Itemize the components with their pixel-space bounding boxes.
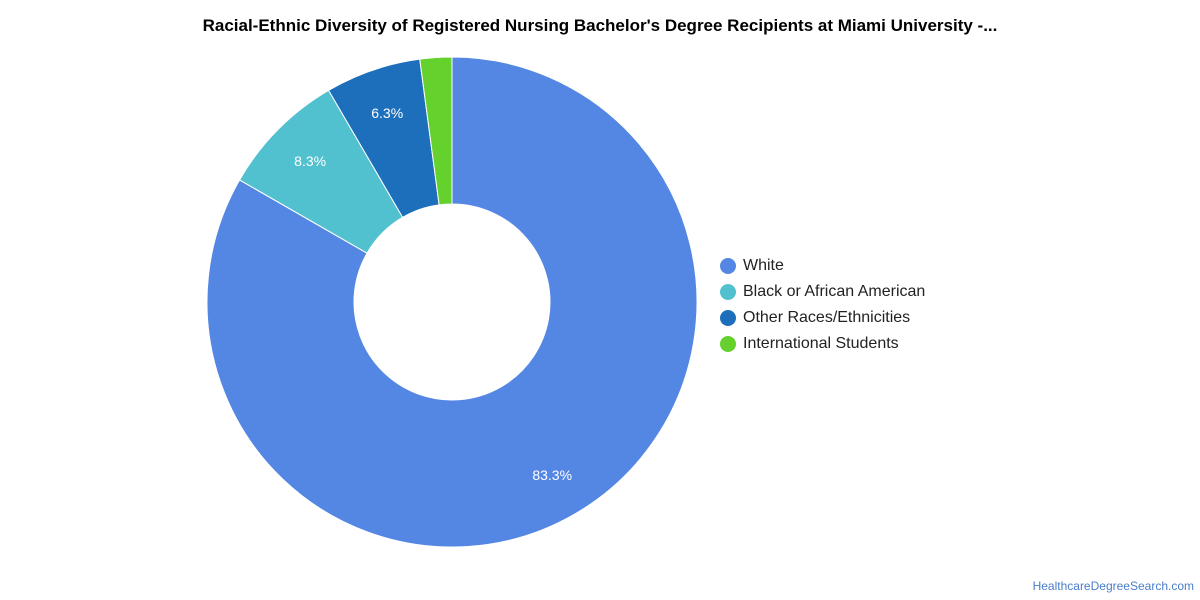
legend-label: International Students — [743, 335, 899, 352]
legend-swatch — [720, 258, 736, 274]
legend-item[interactable]: International Students — [720, 331, 925, 357]
source-credit[interactable]: HealthcareDegreeSearch.com — [1032, 579, 1194, 593]
legend-label: Other Races/Ethnicities — [743, 309, 911, 326]
slice-white[interactable] — [206, 56, 698, 548]
legend-label: Black or African American — [743, 283, 926, 300]
slice-international-students[interactable] — [419, 56, 453, 206]
slice-label: 83.3% — [532, 467, 572, 483]
slice-label: 6.3% — [371, 105, 403, 121]
legend-swatch — [720, 284, 736, 300]
slice-label: 8.3% — [294, 153, 326, 169]
legend-item[interactable]: White — [720, 253, 925, 279]
legend-item[interactable]: Other Races/Ethnicities — [720, 305, 925, 331]
chart-title: Racial-Ethnic Diversity of Registered Nu… — [202, 16, 998, 35]
legend-item[interactable]: Black or African American — [720, 279, 925, 305]
legend-swatch — [720, 336, 736, 352]
legend: White Black or African American Other Race… — [720, 253, 925, 357]
legend-label: White — [743, 257, 784, 274]
legend-swatch — [720, 310, 736, 326]
